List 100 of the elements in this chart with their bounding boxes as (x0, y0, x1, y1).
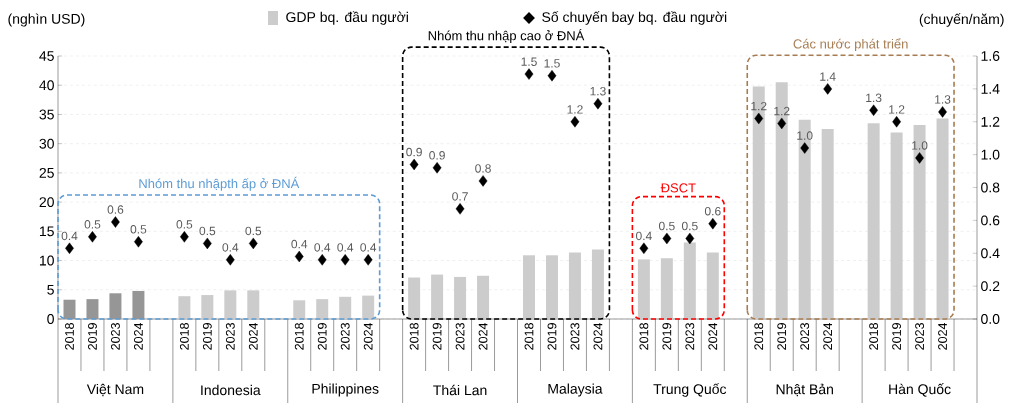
legend-label: GDP bq. đầu người (286, 11, 408, 25)
x-tick-label: 2024 (478, 322, 488, 350)
y2-tick-label: 1.6 (981, 51, 1000, 61)
legend-label: Số chuyến bay bq. đầu người (542, 11, 727, 25)
bar (545, 255, 558, 319)
bar (132, 290, 145, 319)
y2-tick-label: 0.2 (981, 281, 1000, 292)
point (685, 232, 695, 245)
text: Philippines (312, 383, 379, 397)
x-tick-label: 2024 (823, 322, 833, 350)
data-label: 0.9 (429, 151, 445, 160)
x-tick-label: 2019 (88, 323, 97, 350)
point (294, 250, 304, 263)
data-label: 0.5 (681, 221, 698, 231)
point (248, 237, 258, 250)
x-tick-label: 2023 (111, 323, 120, 350)
point (524, 68, 534, 80)
y-tick-label: 20 (39, 197, 54, 208)
bar (706, 252, 719, 319)
x-tick-label: 2019 (317, 323, 327, 350)
data-label: 1.3 (935, 95, 951, 104)
data-label: 1.5 (544, 59, 560, 68)
data-label: 1.5 (521, 57, 537, 66)
point (111, 216, 120, 228)
x-tick-label: 2023 (570, 323, 580, 350)
data-label: 1.3 (866, 93, 882, 103)
y2-tick-label: 0.8 (981, 182, 1000, 193)
point (938, 106, 947, 118)
x-tick-label: 2018 (65, 323, 74, 350)
y-tick-label: 30 (39, 138, 54, 149)
y-tick-label: 45 (39, 51, 54, 61)
point (823, 83, 832, 95)
x-tick-label: 2019 (892, 323, 902, 350)
x-tick-label: 2019 (662, 323, 672, 350)
y-tick-label: 15 (39, 226, 54, 237)
data-label: 0.5 (176, 220, 193, 229)
data-label: 1.4 (820, 72, 836, 81)
x-tick-label: 2024 (248, 322, 258, 350)
bar (316, 299, 329, 319)
point (754, 112, 764, 125)
bar (890, 132, 903, 319)
y2-tick-label: 0.4 (981, 248, 1000, 259)
data-label: 0.4 (222, 243, 239, 252)
y-tick-label: 10 (39, 255, 54, 266)
point (777, 117, 787, 130)
bar (431, 274, 444, 319)
x-tick-label: 2023 (800, 323, 810, 350)
bar (109, 293, 122, 319)
bar (683, 242, 696, 319)
point (317, 254, 327, 266)
bar (752, 86, 765, 319)
x-tick-label: 2018 (754, 323, 764, 350)
x-tick-label: 2018 (179, 323, 189, 350)
data-label: 0.5 (130, 225, 147, 234)
y-axis-title: (nghìn USD) (8, 13, 85, 27)
y-tick-label: 40 (39, 80, 54, 91)
bar (201, 295, 214, 319)
point (225, 254, 235, 266)
x-tick-label: 2019 (202, 323, 212, 350)
text: Trung Quốc (653, 383, 727, 397)
bar (86, 299, 99, 319)
data-label: 0.4 (636, 231, 652, 241)
data-label: 1.2 (889, 105, 905, 114)
data-label: 1.0 (912, 141, 928, 150)
text: Nhóm thu nhập cao ở ĐNÁ (428, 28, 585, 43)
point (800, 142, 810, 154)
bar (454, 276, 467, 319)
y-tick-label: 0 (47, 314, 54, 324)
point (869, 104, 878, 116)
x-tick-label: 2023 (455, 323, 465, 350)
data-label: 1.2 (774, 106, 790, 116)
y-tick-label: 5 (47, 284, 54, 295)
y2-tick-label: 1.4 (981, 84, 1000, 94)
y2-tick-label: 1.0 (981, 149, 1000, 160)
text: Hàn Quốc (889, 383, 951, 397)
text: Việt Nam (86, 383, 144, 397)
bar (247, 290, 260, 319)
data-label: 1.3 (590, 86, 606, 96)
point (409, 158, 419, 171)
point (547, 70, 557, 82)
x-tick-label: 2023 (340, 323, 350, 350)
point (134, 236, 143, 248)
bar (798, 119, 811, 319)
point (892, 116, 901, 128)
bar (63, 299, 76, 319)
point (340, 254, 350, 266)
data-label: 0.5 (245, 226, 262, 236)
point (639, 242, 649, 255)
bar (408, 277, 421, 319)
text: Malaysia (548, 383, 603, 397)
annotation: Nhóm thu nhậpth ấp ở ĐNÁ (139, 176, 300, 191)
x-tick-label: 2024 (938, 322, 947, 350)
x-tick-label: 2019 (777, 323, 787, 350)
x-tick-label: 2023 (685, 323, 695, 350)
point (88, 231, 97, 243)
bar (523, 255, 535, 319)
x-tick-label: 2023 (915, 323, 924, 350)
y2-tick-label: 1.2 (981, 116, 1000, 127)
text: Thái Lan (433, 384, 487, 396)
x-tick-label: 2019 (547, 323, 557, 350)
